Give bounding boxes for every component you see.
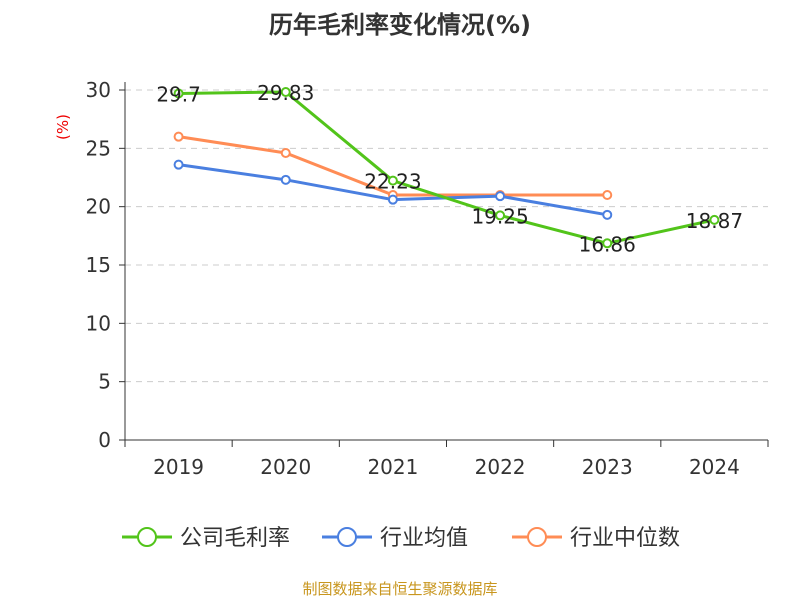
data-label: 19.25 — [471, 204, 528, 228]
legend-label: 行业均值 — [380, 526, 468, 551]
data-label: 18.87 — [686, 209, 743, 233]
data-point — [387, 175, 398, 186]
y-axis-label: (%) — [54, 114, 72, 140]
data-label: 16.86 — [579, 232, 636, 256]
legend-marker — [527, 527, 547, 547]
legend-marker — [337, 527, 357, 547]
x-tick-label: 2019 — [153, 455, 204, 479]
x-tick-label: 2022 — [475, 455, 526, 479]
x-tick-label: 2024 — [689, 455, 740, 479]
x-tick-label: 2023 — [582, 455, 633, 479]
x-tick-label: 2021 — [367, 455, 418, 479]
chart-title: 历年毛利率变化情况(%) — [269, 11, 531, 39]
y-tick-label: 10 — [86, 311, 111, 335]
data-point — [387, 194, 398, 205]
data-point — [280, 86, 291, 97]
data-point — [173, 88, 184, 99]
legend-label: 公司毛利率 — [180, 526, 290, 551]
legend-label: 行业中位数 — [570, 526, 680, 551]
data-point — [280, 148, 291, 158]
x-tick-label: 2020 — [260, 455, 311, 479]
y-tick-label: 30 — [86, 78, 111, 102]
data-point — [280, 174, 291, 185]
y-tick-label: 0 — [98, 428, 111, 452]
data-label: 22.23 — [364, 170, 421, 194]
data-point — [602, 190, 613, 200]
data-point — [709, 214, 720, 225]
y-tick-label: 5 — [98, 370, 111, 394]
data-point — [602, 238, 613, 249]
data-label: 29.83 — [257, 81, 314, 105]
data-point — [495, 191, 506, 202]
series-line — [178, 90, 715, 245]
data-point — [173, 131, 184, 142]
data-label: 29.7 — [156, 83, 201, 107]
data-point — [602, 209, 613, 220]
legend-marker — [137, 527, 157, 547]
y-tick-label: 20 — [86, 195, 111, 219]
y-tick-label: 25 — [86, 136, 111, 160]
data-point — [495, 210, 506, 221]
y-tick-label: 15 — [86, 253, 111, 277]
source-note: 制图数据来自恒生聚源数据库 — [302, 580, 497, 598]
data-point — [173, 159, 184, 170]
